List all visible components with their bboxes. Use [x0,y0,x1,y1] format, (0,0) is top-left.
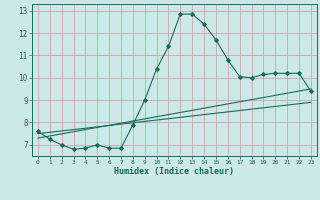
X-axis label: Humidex (Indice chaleur): Humidex (Indice chaleur) [115,167,234,176]
